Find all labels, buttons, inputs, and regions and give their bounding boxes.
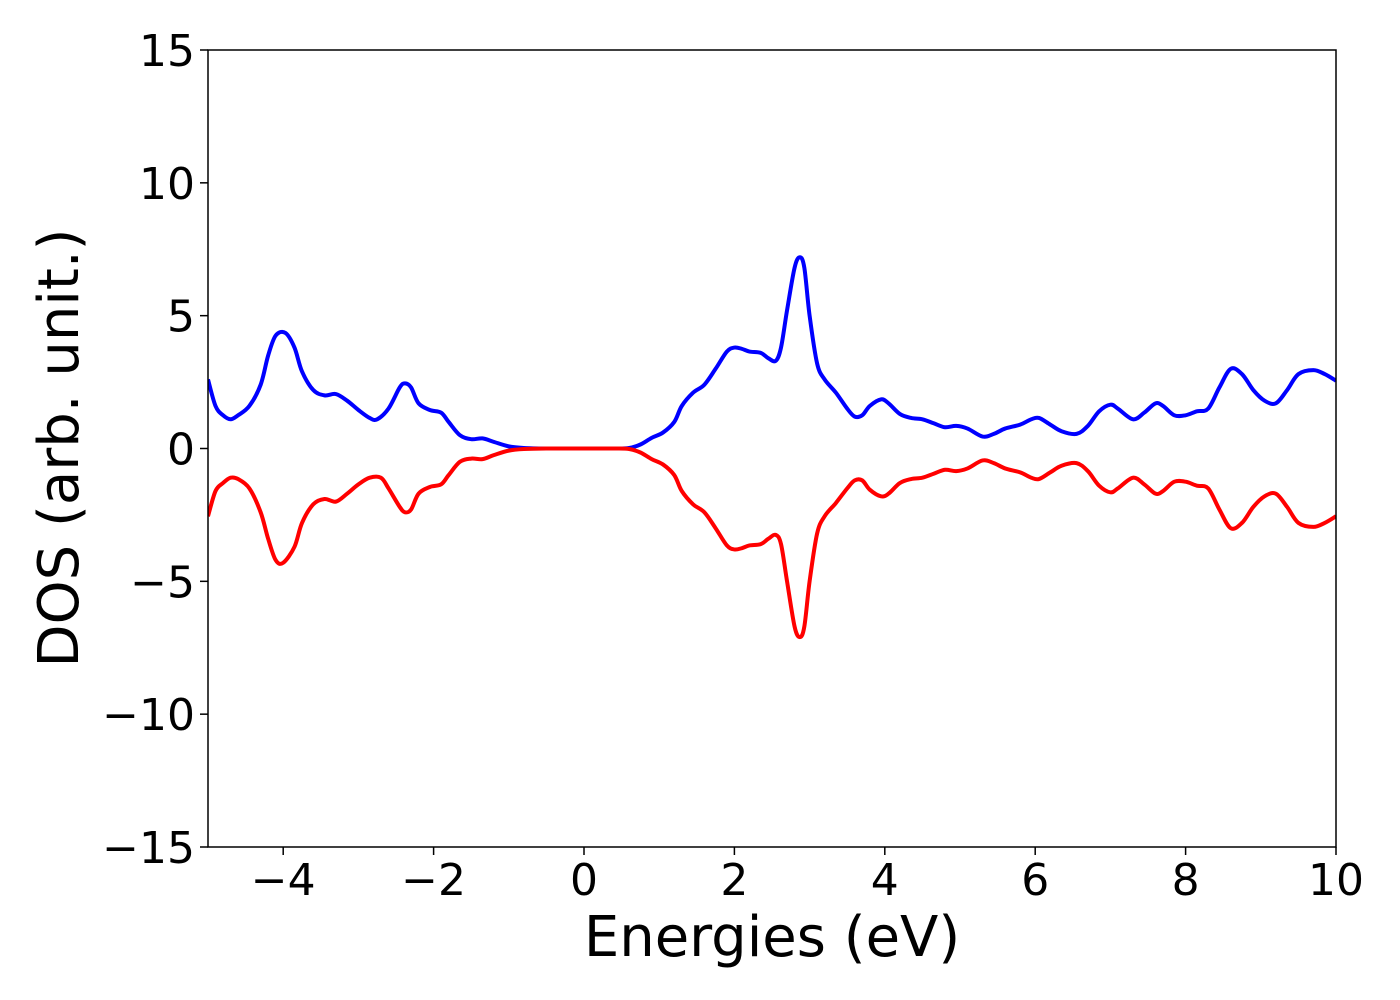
series-line-2 — [208, 446, 1336, 640]
y-tick-label: 15 — [139, 26, 195, 77]
x-tick-label: −2 — [401, 855, 466, 906]
x-axis: −4 −2 0 2 4 6 8 10 — [251, 847, 1364, 906]
x-tick-label: 10 — [1308, 855, 1364, 906]
y-axis: 15 10 5 0 −5 −10 −15 — [102, 26, 208, 874]
x-tick-label: 2 — [720, 855, 748, 906]
x-tick-label: 4 — [871, 855, 899, 906]
x-tick-label: −4 — [251, 855, 316, 906]
x-tick-label: 6 — [1021, 855, 1049, 906]
y-tick-label: −5 — [130, 557, 195, 608]
y-tick-label: 5 — [167, 292, 195, 343]
y-tick-label: 10 — [139, 159, 195, 210]
x-axis-title: Energies (eV) — [584, 905, 960, 970]
series-layer — [208, 255, 1336, 640]
x-tick-label: 8 — [1172, 855, 1200, 906]
series-line-1 — [208, 255, 1336, 451]
y-tick-label: 0 — [167, 425, 195, 476]
y-axis-title: DOS (arb. unit.) — [27, 228, 92, 667]
y-tick-label: −15 — [102, 823, 195, 874]
y-tick-label: −10 — [102, 690, 195, 741]
x-tick-label: 0 — [570, 855, 598, 906]
